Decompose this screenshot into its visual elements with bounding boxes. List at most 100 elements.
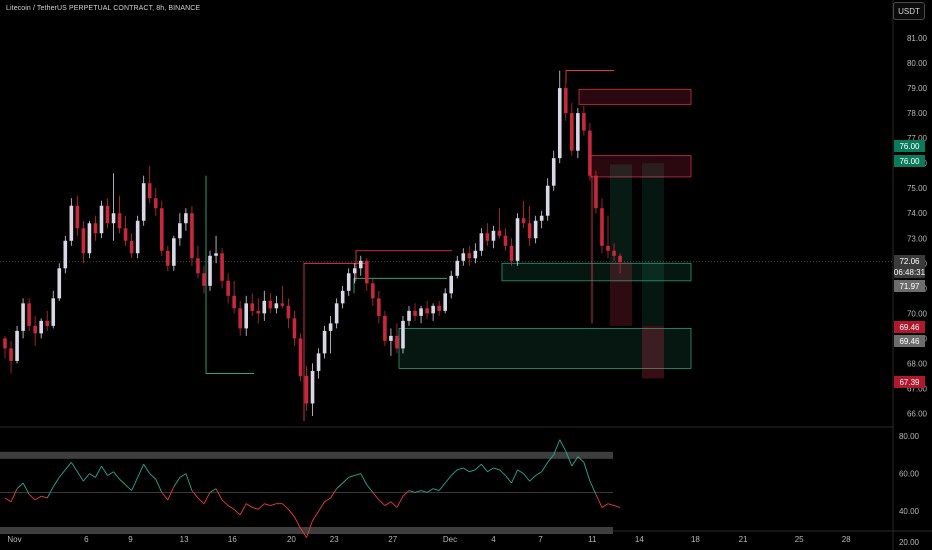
rsi-segment bbox=[179, 473, 187, 478]
candle bbox=[455, 255, 460, 279]
candle bbox=[509, 238, 514, 266]
rsi-segment bbox=[125, 484, 132, 491]
candle-body bbox=[69, 205, 74, 241]
candle bbox=[304, 365, 309, 411]
candle-body bbox=[503, 235, 508, 246]
candle bbox=[334, 298, 339, 329]
price-label: 71.97 bbox=[894, 280, 925, 292]
rsi-segment bbox=[360, 473, 368, 486]
candle bbox=[340, 285, 345, 309]
rsi-segment bbox=[378, 499, 386, 506]
rsi-segment bbox=[239, 503, 247, 516]
liquidity-line bbox=[565, 70, 614, 84]
candle-body bbox=[383, 315, 387, 341]
candle-body bbox=[202, 273, 206, 286]
candle-body bbox=[9, 348, 13, 361]
rsi-segment bbox=[300, 527, 307, 538]
rsi-segment bbox=[221, 499, 229, 506]
candle bbox=[87, 220, 92, 259]
rsi-segment bbox=[565, 450, 573, 467]
candle-body bbox=[75, 205, 80, 229]
candle-body bbox=[178, 223, 182, 239]
price-tick-label: 75.00 bbox=[907, 184, 928, 193]
candle-body bbox=[172, 238, 176, 266]
liquidity-line bbox=[355, 250, 452, 281]
currency-button[interactable]: USDT bbox=[893, 2, 925, 20]
candle bbox=[208, 250, 212, 291]
candle-body bbox=[63, 240, 68, 269]
liquidity-line bbox=[353, 277, 447, 294]
price-axis[interactable]: 81.0080.0079.0078.0077.0076.0075.0074.00… bbox=[907, 34, 928, 418]
rsi-segment bbox=[589, 480, 597, 495]
candle bbox=[178, 213, 182, 246]
rsi-lower-band bbox=[0, 527, 613, 534]
rsi-segment bbox=[173, 477, 181, 488]
price-label: 76.00 bbox=[894, 140, 925, 152]
candle-body bbox=[455, 260, 460, 276]
price-tick-label: 79.00 bbox=[907, 84, 928, 93]
rsi-segment bbox=[245, 503, 253, 508]
candle-body bbox=[123, 228, 128, 241]
candle-body bbox=[358, 260, 363, 269]
candle-body bbox=[449, 275, 454, 294]
time-tick-label: Nov bbox=[7, 535, 21, 544]
candle-body bbox=[431, 305, 435, 314]
candle bbox=[9, 340, 13, 374]
rsi-segment bbox=[547, 454, 555, 463]
rsi-segment bbox=[493, 467, 500, 471]
rsi-upper-band bbox=[0, 451, 613, 459]
rsi-segment bbox=[324, 497, 331, 503]
price-label-text: 76.00 bbox=[899, 142, 920, 151]
candle-body bbox=[509, 245, 514, 261]
rsi-segment bbox=[517, 469, 524, 474]
rsi-segment bbox=[511, 469, 518, 484]
candle bbox=[467, 245, 472, 266]
candle-body bbox=[304, 375, 309, 404]
candle bbox=[51, 290, 56, 329]
candle bbox=[407, 305, 411, 326]
rsi-segment bbox=[70, 462, 78, 472]
rsi-segment bbox=[336, 482, 343, 489]
rsi-segment bbox=[64, 462, 72, 471]
rsi-segment bbox=[457, 467, 464, 471]
rsi-segment bbox=[444, 475, 452, 484]
candle-body bbox=[407, 310, 411, 321]
candle-body bbox=[334, 303, 339, 324]
rsi-segment bbox=[185, 473, 193, 491]
rsi-panel bbox=[0, 439, 621, 538]
rsi-segment bbox=[4, 497, 12, 503]
candle bbox=[153, 188, 158, 216]
candle bbox=[57, 263, 62, 301]
candle bbox=[135, 215, 140, 259]
candle-body bbox=[268, 300, 273, 309]
rsi-segment bbox=[463, 467, 470, 473]
rsi-segment bbox=[372, 492, 380, 501]
candle-body bbox=[365, 260, 369, 284]
rsi-segment bbox=[312, 510, 319, 521]
rsi-segment bbox=[10, 488, 18, 502]
rsi-segment bbox=[191, 490, 199, 499]
candle bbox=[172, 235, 176, 271]
candle bbox=[117, 195, 122, 234]
rsi-segment bbox=[306, 520, 313, 538]
candle bbox=[322, 325, 327, 359]
rsi-segment bbox=[595, 494, 603, 508]
candle-body bbox=[485, 233, 490, 241]
candle-body bbox=[346, 273, 351, 291]
rsi-tick-label: 80.00 bbox=[899, 432, 920, 441]
candle-body bbox=[594, 175, 598, 209]
price-label-text: 72.06 bbox=[899, 257, 920, 266]
price-tick-label: 74.00 bbox=[907, 209, 928, 218]
rsi-segment bbox=[282, 503, 289, 510]
candle-body bbox=[600, 208, 604, 246]
candle bbox=[238, 300, 242, 336]
rsi-segment bbox=[52, 477, 60, 488]
time-axis[interactable]: Nov 6 9 13 16 20 23 27 Dec 4 7 11 14 18 21 25 28 bbox=[7, 535, 851, 544]
price-label-text: 69.46 bbox=[899, 337, 920, 346]
rsi-segment bbox=[257, 503, 265, 510]
candle bbox=[316, 348, 321, 379]
rsi-segment bbox=[432, 488, 440, 491]
candle-body bbox=[461, 253, 466, 261]
candle-body bbox=[473, 250, 478, 259]
